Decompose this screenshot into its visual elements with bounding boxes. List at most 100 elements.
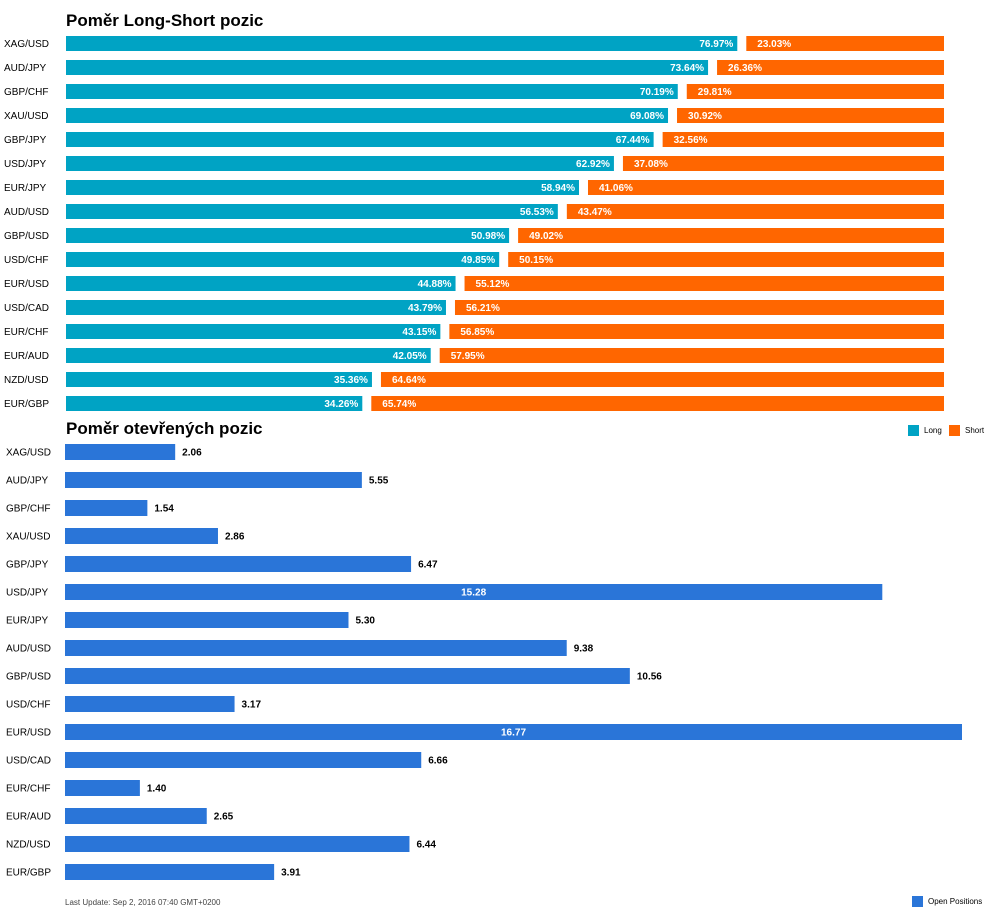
category-label-usd-jpy: USD/JPY [6, 588, 49, 599]
long-short-title: Poměr Long-Short pozic [66, 11, 263, 30]
legend-swatch-long [908, 425, 919, 436]
label-long-gbp-usd: 50.98% [471, 231, 505, 242]
bar-short-xau-usd [677, 108, 944, 123]
category-label-gbp-usd: GBP/USD [6, 672, 51, 683]
bar-open-positions-gbp-chf [65, 500, 148, 516]
bar-short-usd-jpy [622, 156, 944, 171]
bar-open-positions-usd-jpy [65, 584, 883, 600]
category-label-aud-jpy: AUD/JPY [4, 63, 47, 74]
category-label-eur-jpy: EUR/JPY [4, 183, 47, 194]
label-long-aud-usd: 56.53% [520, 207, 554, 218]
long-short-chart: XAG/USD 76.97% 23.03% AUD/JPY 73.64% 26.36% GB… [4, 36, 944, 411]
label-short-eur-chf: 56.85% [460, 327, 494, 338]
label-open-positions-nzd-usd: 6.44 [416, 840, 436, 851]
bar-long-gbp-usd [66, 228, 510, 243]
bar-short-aud-jpy [717, 60, 944, 75]
bar-open-positions-eur-usd [65, 724, 962, 740]
bar-open-positions-aud-usd [65, 640, 567, 656]
bar-short-eur-gbp [371, 396, 944, 411]
label-long-aud-jpy: 73.64% [670, 63, 704, 74]
bar-long-xag-usd [66, 36, 738, 51]
label-open-positions-gbp-chf: 1.54 [154, 504, 174, 515]
category-label-aud-usd: AUD/USD [4, 207, 49, 218]
bar-short-gbp-usd [518, 228, 944, 243]
category-label-eur-aud: EUR/AUD [6, 812, 51, 823]
category-label-eur-gbp: EUR/GBP [6, 868, 51, 879]
category-label-usd-chf: USD/CHF [6, 700, 50, 711]
bar-short-eur-chf [449, 324, 944, 339]
label-long-usd-chf: 49.85% [461, 255, 495, 266]
legend-swatch-short [949, 425, 960, 436]
bar-open-positions-nzd-usd [65, 836, 410, 852]
last-update-text: Last Update: Sep 2, 2016 07:40 GMT+0200 [65, 898, 221, 907]
bar-open-positions-gbp-jpy [65, 556, 412, 572]
label-short-aud-jpy: 26.36% [728, 63, 762, 74]
bar-open-positions-eur-gbp [65, 864, 275, 880]
label-short-nzd-usd: 64.64% [392, 375, 426, 386]
bar-short-nzd-usd [380, 372, 944, 387]
bar-open-positions-usd-cad [65, 752, 422, 768]
bar-long-aud-jpy [66, 60, 709, 75]
label-long-eur-aud: 42.05% [393, 351, 427, 362]
category-label-usd-cad: USD/CAD [4, 303, 49, 314]
bar-long-gbp-jpy [66, 132, 654, 147]
label-open-positions-usd-cad: 6.66 [428, 756, 448, 767]
bar-short-eur-usd [464, 276, 944, 291]
category-label-usd-cad: USD/CAD [6, 756, 51, 767]
category-label-eur-chf: EUR/CHF [4, 327, 48, 338]
bar-short-usd-cad [454, 300, 944, 315]
label-long-xau-usd: 69.08% [630, 111, 664, 122]
category-label-nzd-usd: NZD/USD [4, 375, 48, 386]
open-positions-legend: Open Positions [912, 896, 982, 907]
bar-short-eur-jpy [587, 180, 944, 195]
label-short-eur-jpy: 41.06% [599, 183, 633, 194]
label-open-positions-aud-usd: 9.38 [574, 644, 594, 655]
open-positions-title: Poměr otevřených pozic [66, 419, 263, 438]
legend-label-long: Long [924, 426, 942, 435]
bar-long-aud-usd [66, 204, 558, 219]
legend-label-open-positions: Open Positions [928, 897, 982, 906]
bar-long-usd-cad [66, 300, 446, 315]
label-short-gbp-jpy: 32.56% [674, 135, 708, 146]
category-label-gbp-jpy: GBP/JPY [6, 560, 49, 571]
category-label-gbp-chf: GBP/CHF [4, 87, 48, 98]
category-label-xag-usd: XAG/USD [6, 448, 51, 459]
category-label-gbp-chf: GBP/CHF [6, 504, 50, 515]
label-short-xag-usd: 23.03% [757, 39, 791, 50]
bar-long-nzd-usd [66, 372, 372, 387]
label-short-eur-gbp: 65.74% [382, 399, 416, 410]
category-label-eur-jpy: EUR/JPY [6, 616, 49, 627]
category-label-eur-chf: EUR/CHF [6, 784, 50, 795]
bar-long-eur-usd [66, 276, 456, 291]
label-open-positions-xag-usd: 2.06 [182, 448, 202, 459]
category-label-eur-aud: EUR/AUD [4, 351, 49, 362]
category-label-eur-usd: EUR/USD [4, 279, 49, 290]
bar-short-gbp-jpy [662, 132, 944, 147]
bar-long-usd-jpy [66, 156, 614, 171]
label-open-positions-aud-jpy: 5.55 [369, 476, 389, 487]
category-label-eur-usd: EUR/USD [6, 728, 51, 739]
category-label-xag-usd: XAG/USD [4, 39, 49, 50]
label-open-positions-eur-aud: 2.65 [214, 812, 234, 823]
bar-long-xau-usd [66, 108, 669, 123]
open-positions-chart: XAG/USD 2.06 AUD/JPY 5.55 GBP/CHF 1.54 XAU/USD… [6, 444, 962, 880]
label-long-eur-gbp: 34.26% [324, 399, 358, 410]
label-long-gbp-chf: 70.19% [640, 87, 674, 98]
label-long-eur-usd: 44.88% [418, 279, 452, 290]
bar-short-usd-chf [508, 252, 944, 267]
bar-open-positions-eur-chf [65, 780, 140, 796]
category-label-gbp-jpy: GBP/JPY [4, 135, 47, 146]
label-short-gbp-usd: 49.02% [529, 231, 563, 242]
label-long-eur-jpy: 58.94% [541, 183, 575, 194]
bar-short-xag-usd [746, 36, 944, 51]
category-label-usd-chf: USD/CHF [4, 255, 48, 266]
bar-open-positions-aud-jpy [65, 472, 362, 488]
legend-swatch-open-positions [912, 896, 923, 907]
long-short-legend: Long Short [908, 425, 985, 436]
label-long-xag-usd: 76.97% [699, 39, 733, 50]
label-open-positions-gbp-jpy: 6.47 [418, 560, 438, 571]
category-label-gbp-usd: GBP/USD [4, 231, 49, 242]
bar-short-gbp-chf [686, 84, 944, 99]
bar-long-eur-jpy [66, 180, 579, 195]
